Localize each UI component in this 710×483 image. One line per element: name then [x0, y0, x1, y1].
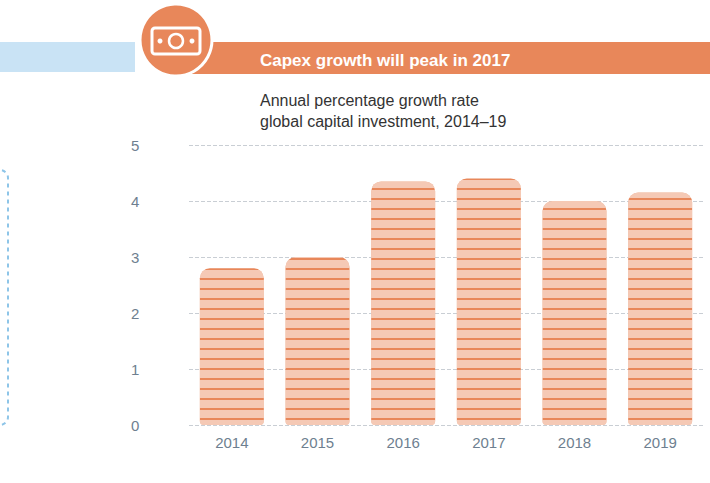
- svg-text:4: 4: [131, 193, 139, 210]
- svg-text:2015: 2015: [301, 434, 334, 451]
- svg-text:1: 1: [131, 361, 139, 378]
- svg-text:2016: 2016: [386, 434, 419, 451]
- svg-text:2014: 2014: [215, 434, 248, 451]
- svg-text:0: 0: [131, 417, 139, 434]
- svg-text:2017: 2017: [472, 434, 505, 451]
- svg-text:2: 2: [131, 305, 139, 322]
- svg-text:global capital investment, 201: global capital investment, 2014–19: [260, 113, 506, 130]
- svg-text:Annual percentage growth rate: Annual percentage growth rate: [260, 92, 479, 109]
- svg-text:5: 5: [131, 137, 139, 154]
- svg-text:2019: 2019: [643, 434, 676, 451]
- svg-text:2018: 2018: [558, 434, 591, 451]
- svg-text:3: 3: [131, 249, 139, 266]
- svg-text:Capex growth will peak in 2017: Capex growth will peak in 2017: [260, 51, 510, 70]
